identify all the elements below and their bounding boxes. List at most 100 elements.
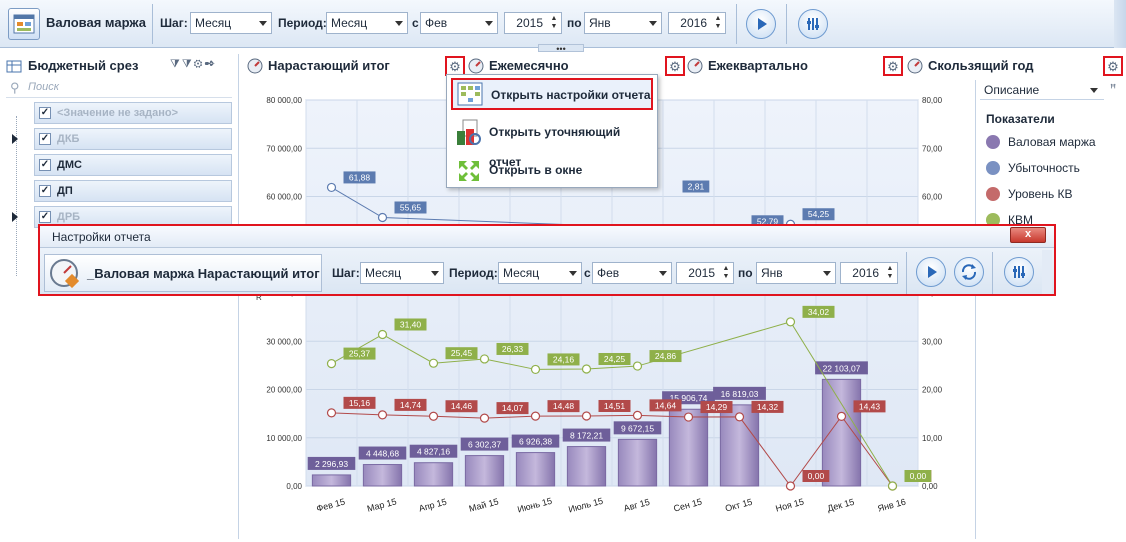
from-label: с xyxy=(412,16,419,30)
panel-title: Бюджетный срез xyxy=(28,58,139,73)
menu-item-open-settings[interactable]: Открыть настройки отчета xyxy=(451,78,653,110)
to-month-select[interactable]: Янв xyxy=(584,12,662,34)
refresh-button[interactable] xyxy=(954,257,984,287)
data-label-box xyxy=(802,305,835,318)
gear-icon[interactable]: ⚙ xyxy=(883,56,903,76)
y2-tick-label: 70,00 xyxy=(922,144,943,153)
tab-monthly[interactable]: Ежемесячно xyxy=(489,58,569,73)
sliders-icon xyxy=(807,18,819,30)
list-item[interactable]: ✓ ДМС xyxy=(34,154,232,176)
search-field[interactable]: ⚲ Поиск xyxy=(6,78,232,98)
x-tick-label: Апр 15 xyxy=(418,497,448,514)
bar xyxy=(617,438,658,487)
data-label: 55,65 xyxy=(400,202,422,212)
pin-icon[interactable]: ꟸ xyxy=(1110,83,1117,95)
legend-item[interactable]: Уровень КВ xyxy=(984,184,1073,204)
list-item[interactable]: ✓ ДП xyxy=(34,180,232,202)
pin-icon[interactable]: ✒ xyxy=(204,58,218,70)
from-month-select[interactable]: Фев xyxy=(420,12,498,34)
bar xyxy=(515,452,556,487)
data-label: 15 906,74 xyxy=(670,393,708,403)
spinner-icon[interactable]: ▲ ▼ xyxy=(886,265,894,280)
data-label: 24,86 xyxy=(655,351,677,361)
data-label: 14,46 xyxy=(451,401,473,411)
gear-icon[interactable]: ⚙ xyxy=(445,56,465,76)
series-point xyxy=(428,411,439,421)
x-tick-label: Фев 15 xyxy=(315,497,346,514)
series-point xyxy=(428,358,439,368)
to-month-select[interactable]: Янв xyxy=(756,262,836,284)
spinner-icon[interactable]: ▲ ▼ xyxy=(714,15,722,30)
dialog-scrollbar[interactable] xyxy=(1042,250,1052,294)
toolbar-divider xyxy=(786,4,787,44)
panel-splitter[interactable]: ••• xyxy=(538,44,584,54)
legend-item[interactable]: Убыточность xyxy=(984,158,1080,178)
toolbar-scrollbar[interactable] xyxy=(1114,0,1126,48)
legend-swatch xyxy=(986,135,1000,149)
from-year-input[interactable]: 2015 ▲ ▼ xyxy=(676,262,734,284)
chevron-down-icon xyxy=(431,271,439,276)
gauge-report-icon xyxy=(49,258,80,291)
step-select[interactable]: Месяц xyxy=(190,12,272,34)
data-label-box xyxy=(700,401,733,414)
spinner-icon[interactable]: ▲ ▼ xyxy=(550,15,558,30)
menu-item-open-window[interactable]: Открыть в окне xyxy=(451,155,653,187)
chevron-down-icon xyxy=(259,21,267,26)
run-button[interactable] xyxy=(746,9,776,39)
data-label-box xyxy=(343,347,376,360)
menu-item-drilldown[interactable]: Открыть уточняющий отчет xyxy=(451,117,653,169)
legend-item[interactable]: Валовая маржа xyxy=(984,132,1096,152)
data-label-box xyxy=(598,399,631,412)
from-year-input[interactable]: 2015 ▲ ▼ xyxy=(504,12,562,34)
series-point xyxy=(632,361,643,371)
expand-arrow-icon[interactable] xyxy=(12,212,18,222)
report-tab-icon xyxy=(686,57,704,75)
series-point xyxy=(326,408,337,418)
run-button[interactable] xyxy=(916,257,946,287)
list-item[interactable]: ✓ ДРБ xyxy=(34,206,232,228)
settings-sliders-button[interactable] xyxy=(798,9,828,39)
period-select[interactable]: Месяц xyxy=(326,12,408,34)
gear-icon[interactable]: ⚙ xyxy=(665,56,685,76)
dialog-titlebar: Настройки отчета x xyxy=(40,226,1054,248)
tab-rolling-year[interactable]: Скользящий год xyxy=(928,58,1034,73)
x-tick-label: Июль 15 xyxy=(567,496,604,515)
description-select[interactable]: Описание xyxy=(980,82,1104,100)
from-month-select[interactable]: Фев xyxy=(592,262,672,284)
gear-icon[interactable]: ⚙ xyxy=(193,58,205,70)
data-label: 31,40 xyxy=(400,319,422,329)
checkbox[interactable]: ✓ xyxy=(39,133,51,145)
data-label: 26,33 xyxy=(502,344,524,354)
checkbox[interactable]: ✓ xyxy=(39,211,51,223)
tab-quarterly[interactable]: Ежеквартально xyxy=(708,58,808,73)
data-label: 8 172,21 xyxy=(570,431,603,441)
checkbox[interactable]: ✓ xyxy=(39,107,51,119)
report-icon xyxy=(8,8,40,40)
data-label: 2,81 xyxy=(688,182,705,192)
legend-item[interactable]: КВМ xyxy=(984,210,1033,230)
list-item[interactable]: ✓ ДКБ xyxy=(34,128,232,150)
tab-cumulative[interactable]: Нарастающий итог xyxy=(268,58,390,73)
checkbox[interactable]: ✓ xyxy=(39,159,51,171)
data-label-box xyxy=(853,400,886,413)
to-year-input[interactable]: 2016 ▲ ▼ xyxy=(840,262,898,284)
data-label-box xyxy=(613,421,662,435)
expand-arrow-icon[interactable] xyxy=(12,134,18,144)
series-point xyxy=(836,411,847,421)
data-label: 14,43 xyxy=(859,401,881,411)
report-name-box: _Валовая маржа Нарастающий итог xyxy=(44,254,322,292)
settings-sliders-button[interactable] xyxy=(1004,257,1034,287)
close-button[interactable]: x xyxy=(1010,227,1046,243)
series-point xyxy=(479,354,490,364)
filter-clear-icon[interactable]: ⧩ xyxy=(181,58,194,70)
filter-add-icon[interactable]: ⧩ xyxy=(170,58,182,70)
spinner-icon[interactable]: ▲ ▼ xyxy=(722,265,730,280)
period-select[interactable]: Месяц xyxy=(498,262,582,284)
list-item[interactable]: ✓ <Значение не задано> xyxy=(34,102,232,124)
checkbox[interactable]: ✓ xyxy=(39,185,51,197)
gear-icon[interactable]: ⚙ xyxy=(1103,56,1123,76)
dialog-divider xyxy=(992,252,993,294)
step-select[interactable]: Месяц xyxy=(360,262,444,284)
legend-panel: Описание ꟸ Показатели Валовая маржа Убыт… xyxy=(975,80,1126,539)
to-year-input[interactable]: 2016 ▲ ▼ xyxy=(668,12,726,34)
